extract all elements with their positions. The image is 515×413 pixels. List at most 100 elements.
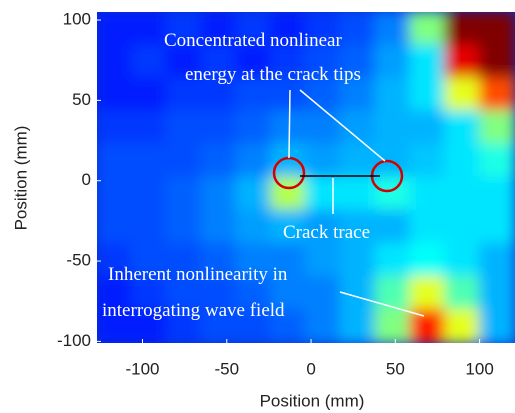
heatmap-cell bbox=[235, 275, 273, 311]
heatmap-cell bbox=[479, 110, 515, 146]
annotations: Concentrated nonlinear energy at the cra… bbox=[102, 30, 425, 321]
heatmap-cell bbox=[409, 110, 447, 146]
heatmap-cell bbox=[97, 77, 133, 113]
heatmap-cell bbox=[444, 143, 482, 179]
heatmap-cell bbox=[235, 77, 273, 113]
heatmap-cell bbox=[374, 176, 412, 212]
heatmap-cell bbox=[479, 44, 515, 80]
axes: -100 -50 0 50 100 -100 -50 0 50 100 bbox=[57, 10, 494, 379]
heatmap-cell bbox=[235, 12, 273, 47]
heatmap-cell bbox=[374, 12, 412, 47]
heatmap-cell bbox=[305, 44, 342, 80]
heatmap-cell bbox=[374, 44, 412, 80]
heatmap-cell bbox=[479, 308, 515, 343]
heatmap-cell bbox=[339, 77, 377, 113]
heatmap-cell bbox=[374, 77, 412, 113]
heatmap-cell bbox=[479, 12, 515, 47]
heatmap-cell bbox=[165, 44, 203, 80]
heatmap-cell bbox=[165, 275, 203, 311]
heatmap-cell bbox=[235, 242, 273, 278]
heatmap-cell bbox=[444, 176, 482, 212]
heatmap-cell bbox=[409, 242, 447, 278]
y-tick-label: 100 bbox=[63, 10, 91, 29]
heatmap-cell bbox=[409, 44, 447, 80]
heatmap-cell bbox=[444, 12, 482, 47]
heatmap-cell bbox=[305, 242, 342, 278]
heatmap-cell bbox=[165, 209, 203, 245]
leader-line bbox=[339, 291, 425, 317]
heatmap-cell bbox=[200, 44, 238, 80]
heatmap-cell bbox=[409, 12, 447, 47]
heatmap-cell bbox=[374, 308, 412, 343]
heatmap-cell bbox=[305, 143, 342, 179]
heatmap-cell bbox=[165, 242, 203, 278]
heatmap-cell bbox=[339, 308, 377, 343]
heatmap-cell bbox=[374, 242, 412, 278]
heatmap-cell bbox=[200, 77, 238, 113]
heatmap-cell bbox=[479, 176, 515, 212]
heatmap-cell bbox=[270, 242, 307, 278]
heatmap-cell bbox=[339, 176, 377, 212]
heatmap-cell bbox=[409, 209, 447, 245]
heatmap-cell bbox=[165, 110, 203, 146]
heatmap-cell bbox=[200, 209, 238, 245]
heatmap-cell bbox=[444, 44, 482, 80]
heatmap-cell bbox=[409, 275, 447, 311]
heatmap-cell bbox=[97, 12, 133, 47]
heatmap-cell bbox=[339, 209, 377, 245]
heatmap-cell bbox=[200, 12, 238, 47]
heatmap-cell bbox=[444, 110, 482, 146]
heatmap-cell bbox=[130, 242, 168, 278]
heatmap-cell bbox=[270, 308, 307, 343]
heatmap-cell bbox=[130, 110, 168, 146]
heatmap-cell bbox=[97, 143, 133, 179]
x-tick-label: 100 bbox=[465, 359, 493, 378]
y-axis-label: Position (mm) bbox=[11, 126, 30, 231]
x-tick-label: 50 bbox=[386, 359, 405, 378]
heatmap-cell bbox=[165, 143, 203, 179]
heatmap-cell bbox=[409, 176, 447, 212]
heatmap-cell bbox=[165, 308, 203, 343]
heatmap-cell bbox=[479, 275, 515, 311]
heatmap-cell bbox=[305, 77, 342, 113]
heatmap-cell bbox=[235, 143, 273, 179]
heatmap-field bbox=[97, 12, 515, 343]
heatmap-cell bbox=[97, 275, 133, 311]
x-tick-label: -50 bbox=[214, 359, 239, 378]
heatmap-cell bbox=[130, 44, 168, 80]
heatmap-cell bbox=[305, 176, 342, 212]
heatmap-cell bbox=[479, 242, 515, 278]
heatmap-cell bbox=[130, 143, 168, 179]
heatmap-cell bbox=[374, 209, 412, 245]
heatmap-cell bbox=[200, 242, 238, 278]
heatmap-cell bbox=[270, 275, 307, 311]
heatmap-cell bbox=[479, 209, 515, 245]
y-tick-label: -50 bbox=[66, 251, 91, 270]
leader-line bbox=[288, 89, 291, 159]
heatmap-cell bbox=[130, 176, 168, 212]
heatmap-cell bbox=[409, 143, 447, 179]
heatmap-cell bbox=[200, 176, 238, 212]
heatmap-cell bbox=[444, 242, 482, 278]
annotation: Concentrated nonlinear bbox=[164, 30, 342, 51]
heatmap-cell bbox=[130, 308, 168, 343]
heatmap-cell bbox=[97, 44, 133, 80]
annotation: energy at the crack tips bbox=[185, 64, 361, 85]
heatmap-cell bbox=[305, 209, 342, 245]
heatmap-cell bbox=[305, 110, 342, 146]
heatmap-cell bbox=[444, 308, 482, 343]
heatmap-cell bbox=[165, 77, 203, 113]
heatmap-cell bbox=[130, 77, 168, 113]
heatmap-cell bbox=[130, 12, 168, 47]
heatmap-cell bbox=[235, 110, 273, 146]
heatmap-cell bbox=[270, 12, 307, 47]
heatmap-cell bbox=[97, 176, 133, 212]
heatmap-cell bbox=[374, 275, 412, 311]
heatmap-cell bbox=[270, 77, 307, 113]
heatmap-cell bbox=[409, 308, 447, 343]
heatmap-cell bbox=[200, 308, 238, 343]
heatmap-cell bbox=[235, 176, 273, 212]
heatmap-cell bbox=[130, 209, 168, 245]
heatmap-cell bbox=[235, 308, 273, 343]
